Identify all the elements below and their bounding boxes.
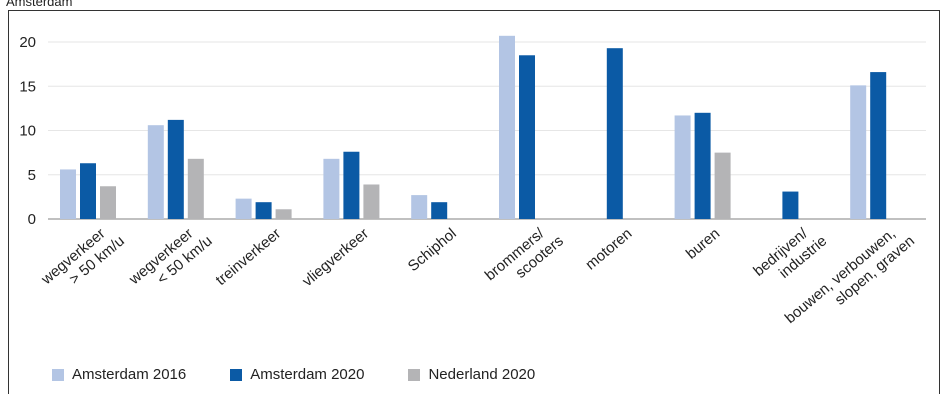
legend-swatch bbox=[52, 368, 64, 381]
x-tick-label-line: Schiphol bbox=[405, 225, 460, 275]
legend-swatch bbox=[408, 368, 421, 381]
bar bbox=[187, 158, 204, 219]
legend-item: Amsterdam 2020 bbox=[230, 366, 364, 383]
bar bbox=[323, 158, 340, 219]
bar bbox=[606, 48, 623, 219]
bar bbox=[235, 198, 252, 219]
bar bbox=[782, 191, 799, 219]
bar bbox=[147, 125, 164, 219]
bar bbox=[275, 209, 292, 219]
y-tick-label: 0 bbox=[28, 211, 36, 228]
y-tick-label: 10 bbox=[19, 123, 36, 140]
bar bbox=[714, 152, 731, 219]
x-tick-label-line: buren bbox=[683, 225, 723, 263]
bar bbox=[100, 186, 116, 219]
x-tick-label-line: motoren bbox=[582, 225, 635, 273]
x-tick-label: wegverkeer< 50 km/u bbox=[125, 219, 215, 303]
x-tick-label-line: vliegverkeer bbox=[299, 225, 372, 290]
bar bbox=[255, 202, 272, 219]
y-tick-label: 15 bbox=[19, 78, 36, 95]
x-tick-label: buren bbox=[683, 225, 723, 263]
bar bbox=[694, 112, 711, 219]
x-tick-label-line: treinverkeer bbox=[213, 225, 285, 289]
x-tick-label: motoren bbox=[582, 225, 635, 273]
x-tick-label: treinverkeer bbox=[213, 225, 285, 289]
y-tick-label: 20 bbox=[19, 34, 36, 51]
x-tick-label: wegverkeer> 50 km/u bbox=[37, 219, 127, 303]
legend-swatch bbox=[230, 368, 243, 381]
bar bbox=[167, 119, 184, 219]
bar bbox=[431, 202, 448, 219]
bar bbox=[519, 55, 535, 220]
x-tick-label: Schiphol bbox=[405, 225, 460, 275]
x-tick-label: vliegverkeer bbox=[299, 225, 372, 290]
bar bbox=[411, 195, 428, 219]
bar bbox=[499, 35, 515, 220]
bar bbox=[870, 72, 887, 219]
legend-item: Amsterdam 2016 bbox=[52, 366, 186, 383]
legend-item: Nederland 2020 bbox=[408, 366, 535, 383]
legend-label: Nederland 2020 bbox=[428, 366, 536, 383]
bar bbox=[850, 85, 867, 220]
bar bbox=[343, 151, 360, 219]
bar bbox=[80, 163, 96, 219]
x-tick-label: brommers/scooters bbox=[482, 219, 567, 298]
bar bbox=[674, 115, 691, 219]
chart-caption: Amsterdam bbox=[6, 0, 73, 9]
chart-legend: Amsterdam 2016 Amsterdam 2020 Nederland 20… bbox=[52, 366, 535, 383]
bar bbox=[363, 184, 380, 219]
legend-label: Amsterdam 2020 bbox=[250, 366, 365, 383]
chart-frame bbox=[8, 10, 940, 394]
y-tick-label: 5 bbox=[28, 167, 36, 184]
bar bbox=[60, 169, 76, 219]
legend-label: Amsterdam 2016 bbox=[72, 366, 187, 383]
